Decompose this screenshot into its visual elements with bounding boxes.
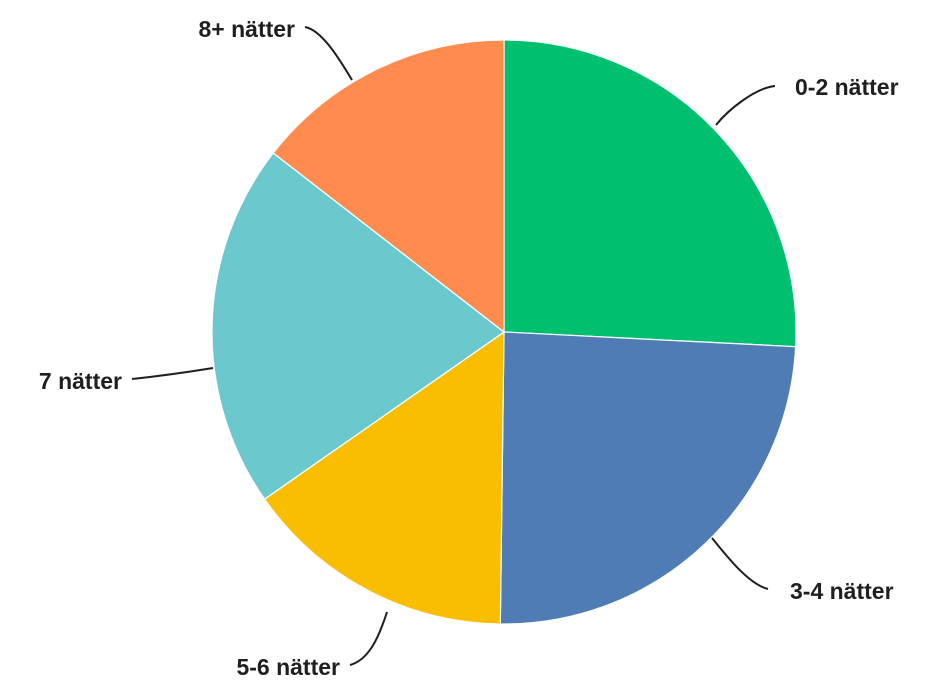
leader-line-3-4-n-tter <box>711 537 769 590</box>
slice-label-3-4-n-tter: 3-4 nätter <box>790 578 894 604</box>
slice-label-0-2-n-tter: 0-2 nätter <box>795 74 899 100</box>
leader-line-5-6-n-tter <box>349 611 388 666</box>
slice-labels: 0-2 nätter 3-4 nätter 5-6 nätter 7 nätter 8+… <box>39 16 899 680</box>
leader-line-7-n-tter <box>131 367 214 380</box>
leader-lines <box>131 26 776 666</box>
leader-line-0-2-n-tter <box>715 85 776 126</box>
leader-line-8-n-tter <box>304 26 353 81</box>
slice-label-8-n-tter: 8+ nätter <box>198 16 295 42</box>
pie-slice-8-n-tter <box>272 39 505 334</box>
slice-label-7-n-tter: 7 nätter <box>39 368 122 394</box>
slice-label-5-6-n-tter: 5-6 nätter <box>236 654 340 680</box>
pie-slice-5-6-n-tter <box>263 330 505 625</box>
pie-slice-0-2-n-tter <box>503 39 797 348</box>
pie-slice-3-4-n-tter <box>499 331 797 625</box>
pie-slices <box>211 39 797 625</box>
pie-slice-7-n-tter <box>211 152 506 500</box>
